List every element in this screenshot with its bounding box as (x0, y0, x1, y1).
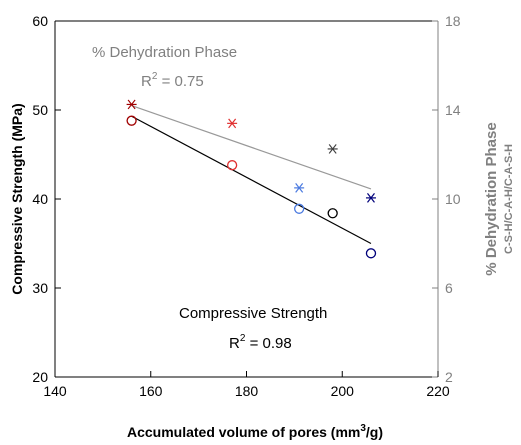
x-tick-label: 200 (331, 383, 355, 399)
y-tick-label: 50 (32, 102, 48, 118)
dehydration-r2-sup: 2 (152, 71, 158, 82)
strength-r2-sup: 2 (240, 333, 246, 344)
y2-axis-subtitle: C-S-H/C-A-H/C-A-S-H (503, 144, 515, 254)
y2-tick-label: 6 (445, 280, 453, 296)
strength-series-label: Compressive Strength (179, 305, 327, 322)
x-axis-title-sup: 3 (360, 423, 366, 434)
strength-fit-line (131, 115, 372, 245)
asterisk-stroke (228, 118, 237, 129)
y-tick-label: 20 (32, 369, 48, 385)
dehydration-r2-label: R2 = 0.75 (141, 71, 204, 90)
y2-tick-label: 18 (445, 13, 461, 29)
strength-point (294, 203, 305, 214)
dehydration-series-label: % Dehydration Phase (92, 44, 237, 61)
dehydration-r2-value: = 0.75 (157, 73, 203, 90)
y2-tick-label: 10 (445, 191, 461, 207)
x-tick-label: 140 (43, 383, 67, 399)
plot-frame (54, 20, 439, 378)
x-tick-label: 220 (426, 383, 450, 399)
strength-r2-r: R (229, 335, 240, 352)
dehydration-point (365, 193, 376, 203)
x-axis-title: Accumulated volume of pores (mm3/g) (127, 423, 383, 440)
y2-tick-label: 2 (445, 369, 453, 385)
asterisk-stroke (328, 144, 337, 154)
x-axis-title-main: Accumulated volume of pores (mm (127, 424, 360, 440)
right-ticks: 2 6 10 14 18 (432, 13, 461, 385)
strength-point (126, 115, 137, 126)
dehydration-point (327, 144, 338, 154)
bottom-ticks: 140 160 180 200 220 (43, 371, 450, 399)
fit-lines (131, 104, 372, 245)
dehydration-point (227, 118, 238, 129)
asterisk-stroke (127, 99, 136, 110)
data-points (126, 99, 377, 259)
y-tick-label: 60 (32, 13, 48, 29)
x-axis-title-tail: /g) (366, 424, 383, 440)
y-tick-label: 30 (32, 280, 48, 296)
y2-tick-label: 14 (445, 102, 461, 118)
strength-point (327, 208, 338, 219)
strength-r2-label: R2 = 0.98 (229, 333, 292, 352)
strength-r2-value: = 0.98 (245, 335, 291, 352)
y-axis-title: Compressive Strength (MPa) (9, 103, 25, 294)
x-tick-label: 160 (139, 383, 163, 399)
y2-axis-title: % Dehydration Phase (483, 122, 500, 275)
y-tick-label: 40 (32, 191, 48, 207)
dehydration-fit-line (131, 104, 372, 190)
strength-point (365, 248, 377, 259)
strength-point (226, 160, 238, 171)
x-tick-label: 180 (235, 383, 259, 399)
dehydration-r2-r: R (141, 73, 152, 90)
left-ticks: 20 30 40 50 60 (32, 13, 61, 385)
dehydration-point (294, 183, 305, 193)
dehydration-point (126, 99, 137, 110)
asterisk-stroke (295, 183, 304, 193)
asterisk-stroke (367, 193, 375, 203)
